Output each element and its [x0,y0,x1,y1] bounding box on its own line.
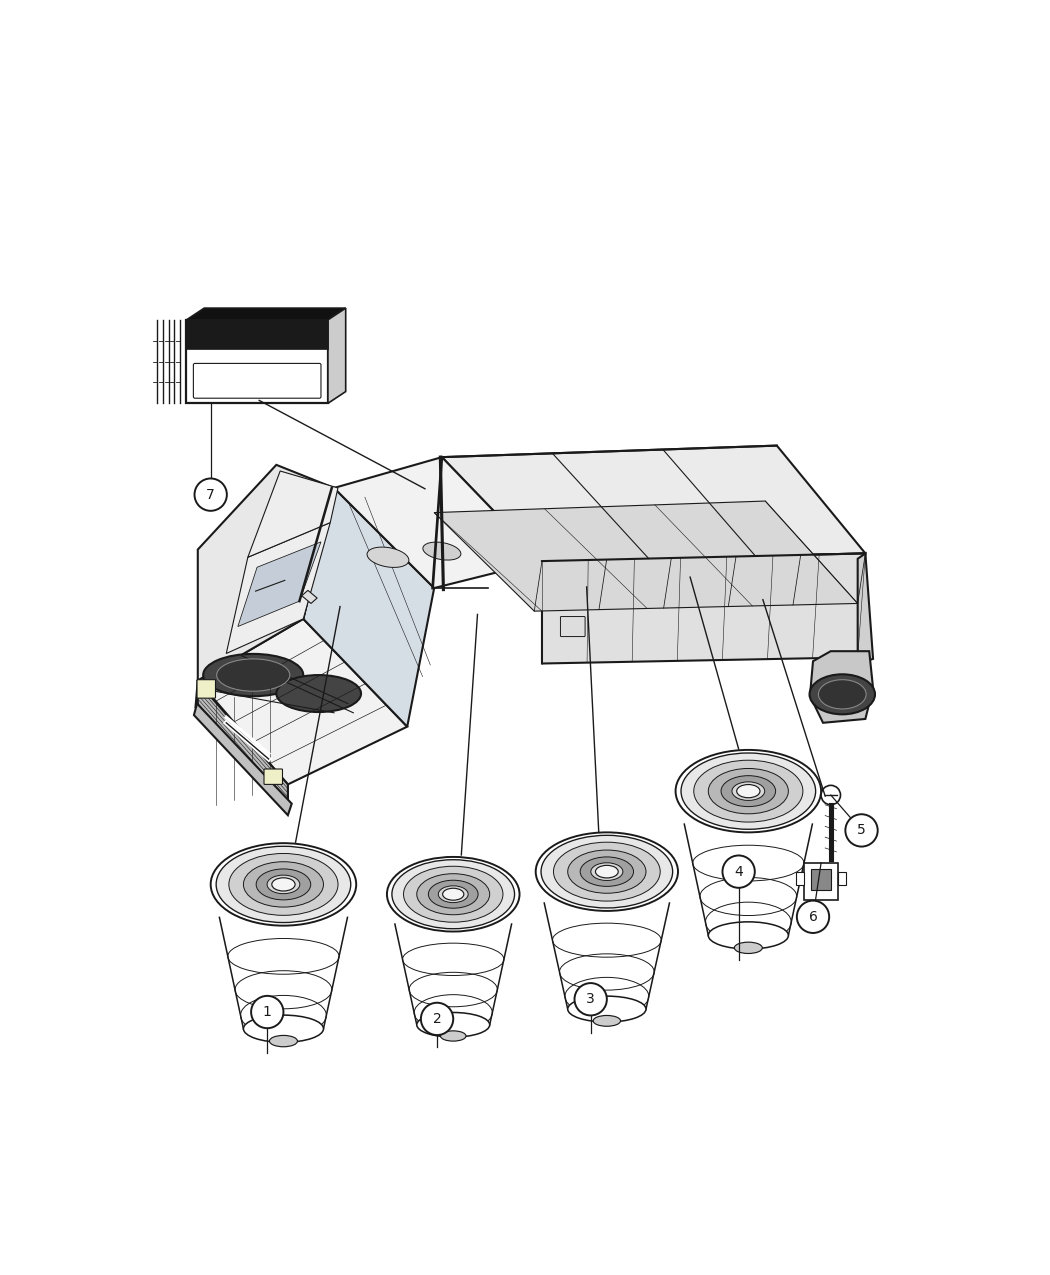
Ellipse shape [204,654,303,696]
FancyBboxPatch shape [197,680,215,699]
Polygon shape [328,309,345,403]
Circle shape [845,815,878,847]
Ellipse shape [553,843,660,901]
Polygon shape [334,458,542,588]
Polygon shape [237,542,321,626]
Polygon shape [248,470,338,557]
Ellipse shape [721,775,776,807]
Ellipse shape [737,784,760,798]
Circle shape [421,1002,454,1035]
Polygon shape [442,445,865,561]
Text: 4: 4 [734,864,743,878]
Polygon shape [435,501,858,611]
Polygon shape [227,523,330,654]
Ellipse shape [591,863,623,881]
FancyBboxPatch shape [561,617,585,636]
Circle shape [251,996,284,1028]
Ellipse shape [216,659,290,691]
Text: 3: 3 [586,992,595,1006]
Ellipse shape [244,1015,323,1043]
Ellipse shape [276,674,361,711]
Ellipse shape [387,857,520,932]
Ellipse shape [681,754,816,829]
FancyBboxPatch shape [796,872,804,885]
Ellipse shape [568,850,646,894]
Polygon shape [858,553,874,663]
Ellipse shape [581,857,633,886]
Ellipse shape [568,996,646,1023]
Ellipse shape [732,782,764,801]
Circle shape [797,900,830,933]
Ellipse shape [368,547,408,567]
Ellipse shape [423,542,461,560]
Ellipse shape [256,870,311,900]
Polygon shape [197,618,407,784]
FancyBboxPatch shape [193,363,321,398]
Text: 7: 7 [206,487,215,501]
Circle shape [574,983,607,1015]
Ellipse shape [216,847,351,923]
Polygon shape [187,320,328,403]
Ellipse shape [270,1035,297,1047]
Polygon shape [187,320,328,349]
Polygon shape [303,488,435,727]
Ellipse shape [536,833,678,910]
Polygon shape [197,465,334,681]
Ellipse shape [440,1031,466,1042]
Text: 5: 5 [857,824,866,838]
Ellipse shape [595,866,618,878]
Ellipse shape [810,674,875,714]
Circle shape [722,856,755,887]
Ellipse shape [734,942,762,954]
Ellipse shape [443,889,464,900]
FancyBboxPatch shape [804,863,838,900]
Ellipse shape [267,875,300,894]
Ellipse shape [229,853,338,915]
Polygon shape [194,704,292,815]
Ellipse shape [438,886,468,903]
Circle shape [821,785,840,805]
Text: 2: 2 [433,1012,441,1026]
Ellipse shape [403,866,503,922]
Polygon shape [810,652,874,723]
Polygon shape [197,682,288,810]
Ellipse shape [272,877,295,891]
Text: 1: 1 [262,1005,272,1019]
FancyBboxPatch shape [838,872,846,885]
FancyBboxPatch shape [811,870,832,890]
Ellipse shape [818,680,866,709]
Polygon shape [195,681,288,811]
Ellipse shape [244,862,323,907]
Ellipse shape [417,873,489,914]
Polygon shape [187,309,345,320]
Ellipse shape [694,760,803,822]
Ellipse shape [392,859,514,928]
Ellipse shape [211,843,356,926]
Polygon shape [542,553,865,663]
Ellipse shape [709,922,789,949]
Ellipse shape [417,1012,489,1037]
FancyBboxPatch shape [264,769,282,784]
Ellipse shape [593,1015,621,1026]
Text: 6: 6 [808,910,818,924]
Polygon shape [301,590,317,603]
Ellipse shape [675,750,821,833]
Ellipse shape [428,880,478,908]
Ellipse shape [709,769,789,813]
Ellipse shape [541,835,673,908]
Circle shape [194,478,227,511]
